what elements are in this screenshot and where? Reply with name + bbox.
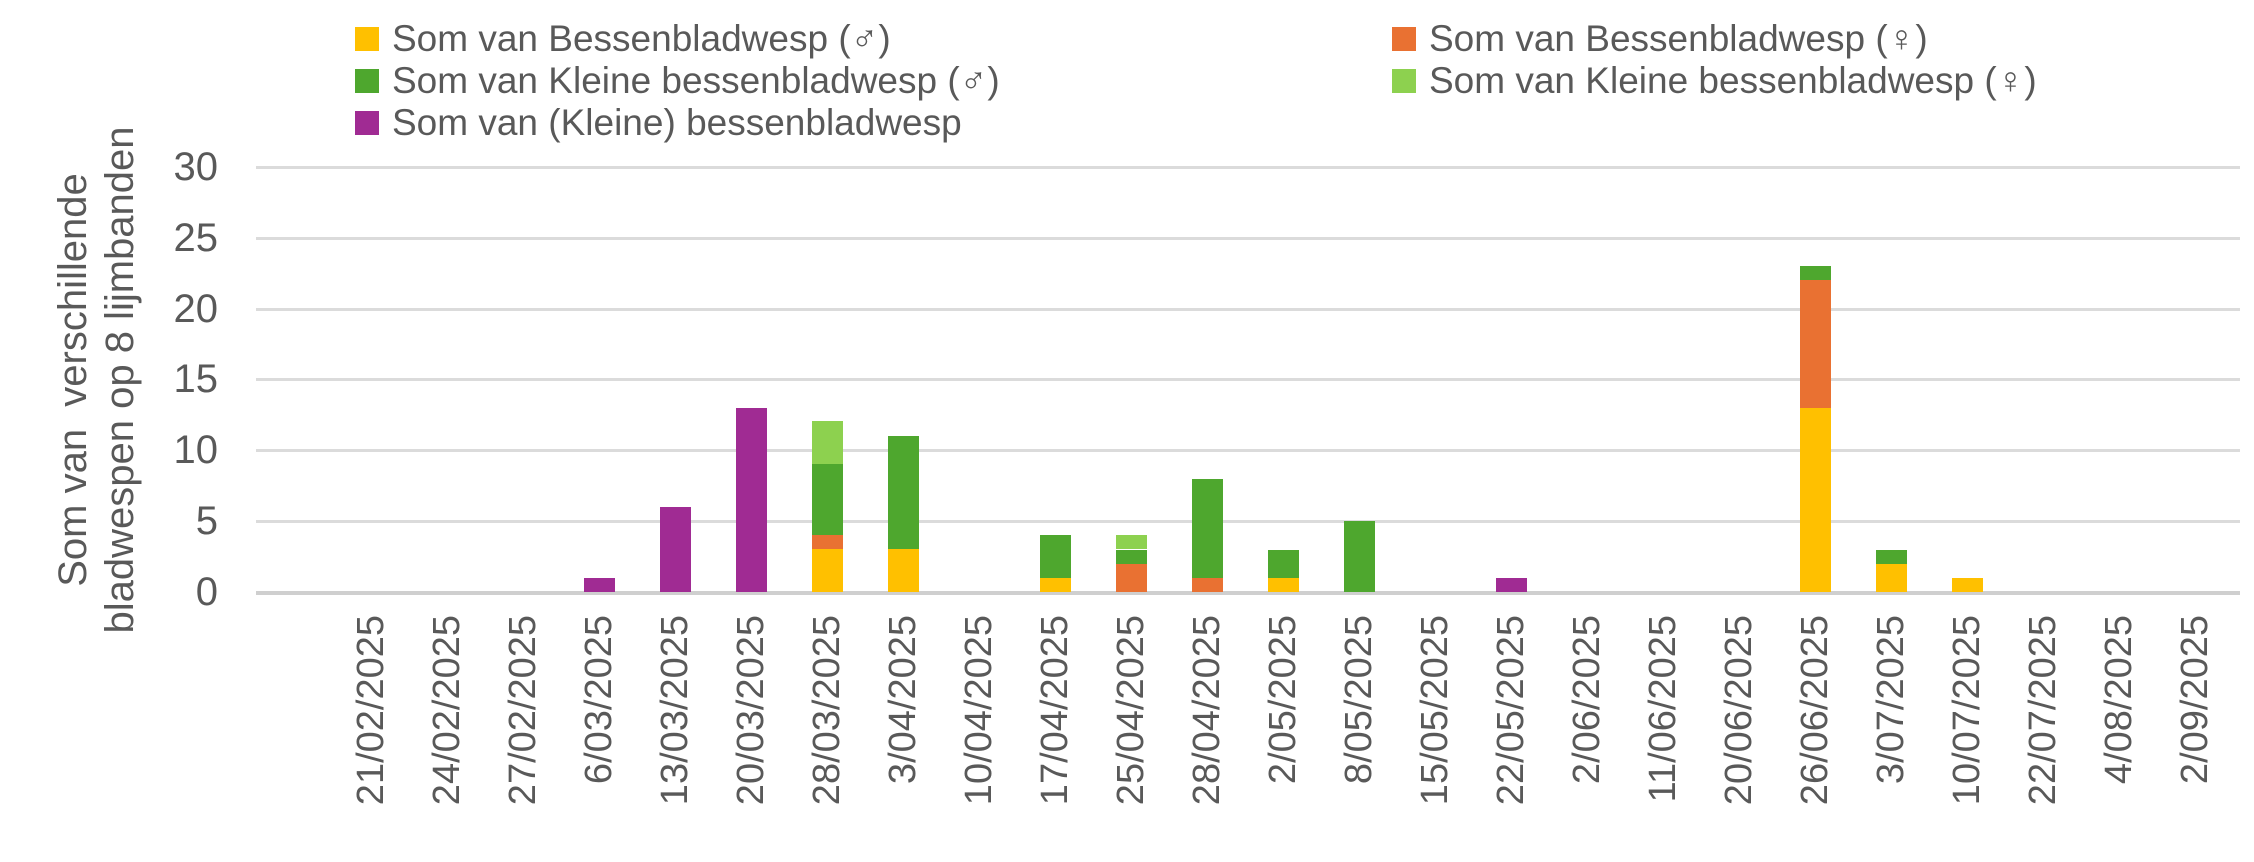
gridline-30 xyxy=(256,166,2240,169)
bar-segment-2-05-2025 xyxy=(1268,578,1299,592)
bar-segment-17-04-2025 xyxy=(1040,578,1071,592)
bar-segment-28-03-2025 xyxy=(812,535,843,549)
x-axis-label: 20/03/2025 xyxy=(730,615,772,806)
x-axis-label: 2/05/2025 xyxy=(1262,615,1304,785)
bar-segment-2-05-2025 xyxy=(1268,550,1299,578)
x-axis-label: 26/06/2025 xyxy=(1794,615,1836,806)
y-axis-tick-label: 15 xyxy=(173,357,219,401)
x-axis-label: 22/07/2025 xyxy=(2022,615,2064,806)
x-axis-label: 28/04/2025 xyxy=(1186,615,1228,806)
legend-label: Som van Kleine bessenbladwesp (♀) xyxy=(1429,60,2037,101)
x-axis-label: 10/07/2025 xyxy=(1946,615,1988,806)
legend-item-bessenbladwesp-male: Som van Bessenbladwesp (♂) xyxy=(355,18,891,60)
x-axis-label: 3/07/2025 xyxy=(1870,615,1912,785)
x-axis-label: 13/03/2025 xyxy=(654,615,696,806)
bar-segment-25-04-2025 xyxy=(1116,535,1147,549)
bar-segment-20-03-2025 xyxy=(736,408,767,592)
y-axis-tick-label: 10 xyxy=(173,428,219,472)
bar-segment-3-04-2025 xyxy=(888,549,919,592)
bar-segment-17-04-2025 xyxy=(1040,535,1071,578)
x-axis-label: 2/06/2025 xyxy=(1566,615,1608,785)
bar-segment-26-06-2025 xyxy=(1800,408,1831,592)
x-axis-label: 22/05/2025 xyxy=(1490,615,1532,806)
x-axis-label: 6/03/2025 xyxy=(578,615,620,785)
x-axis-label: 3/04/2025 xyxy=(882,615,924,785)
x-axis-label: 20/06/2025 xyxy=(1718,615,1760,806)
x-axis-label: 21/02/2025 xyxy=(350,615,392,806)
bar-segment-28-03-2025 xyxy=(812,549,843,592)
y-axis-tick-label: 5 xyxy=(195,499,218,543)
gridline-15 xyxy=(256,378,2240,381)
bar-segment-28-04-2025 xyxy=(1192,479,1223,578)
x-axis-label: 24/02/2025 xyxy=(426,615,468,806)
x-axis-label: 27/02/2025 xyxy=(502,615,544,806)
legend-label: Som van Bessenbladwesp (♀) xyxy=(1429,18,1928,59)
legend-swatch-yellow xyxy=(355,27,379,51)
bar-segment-26-06-2025 xyxy=(1800,280,1831,408)
bar-segment-25-04-2025 xyxy=(1116,564,1147,592)
bar-segment-25-04-2025 xyxy=(1116,550,1147,564)
bar-segment-8-05-2025 xyxy=(1344,521,1375,592)
x-axis-label: 17/04/2025 xyxy=(1034,615,1076,806)
legend-item-kleine-bessenbladwesp-sum: Som van (Kleine) bessenbladwesp xyxy=(355,102,962,144)
legend-label: Som van Kleine bessenbladwesp (♂) xyxy=(392,60,1000,101)
legend-label: Som van Bessenbladwesp (♂) xyxy=(392,18,891,59)
bar-segment-3-07-2025 xyxy=(1876,550,1907,564)
legend-swatch-purple xyxy=(355,111,379,135)
y-axis-tick-label: 25 xyxy=(173,216,219,260)
y-axis-tick-label: 0 xyxy=(195,570,218,614)
bar-segment-22-05-2025 xyxy=(1496,578,1527,592)
bar-segment-28-03-2025 xyxy=(812,421,843,464)
gridline-25 xyxy=(256,237,2240,240)
bar-segment-26-06-2025 xyxy=(1800,266,1831,280)
legend-label: Som van (Kleine) bessenbladwesp xyxy=(392,102,962,143)
bar-segment-3-04-2025 xyxy=(888,436,919,549)
legend-swatch-orange xyxy=(1392,27,1416,51)
legend-swatch-light-green xyxy=(1392,69,1416,93)
x-axis-label: 25/04/2025 xyxy=(1110,615,1152,806)
x-axis-label: 8/05/2025 xyxy=(1338,615,1380,785)
x-axis-label: 10/04/2025 xyxy=(958,615,1000,806)
x-axis-label: 4/08/2025 xyxy=(2098,615,2140,785)
legend-item-kleine-bessenbladwesp-male: Som van Kleine bessenbladwesp (♂) xyxy=(355,60,1000,102)
x-axis-label: 11/06/2025 xyxy=(1642,615,1684,803)
legend-item-bessenbladwesp-female: Som van Bessenbladwesp (♀) xyxy=(1392,18,1928,60)
y-axis-tick-label: 20 xyxy=(173,287,219,331)
bar-segment-28-04-2025 xyxy=(1192,578,1223,592)
gridline-10 xyxy=(256,449,2240,452)
x-axis-line xyxy=(256,591,2240,595)
y-axis-tick-label: 30 xyxy=(173,145,219,189)
bar-segment-6-03-2025 xyxy=(584,578,615,592)
bar-segment-10-07-2025 xyxy=(1952,578,1983,592)
x-axis-label: 15/05/2025 xyxy=(1414,615,1456,806)
bar-segment-3-07-2025 xyxy=(1876,564,1907,592)
bar-segment-13-03-2025 xyxy=(660,507,691,592)
gridline-5 xyxy=(256,520,2240,523)
legend-item-kleine-bessenbladwesp-female: Som van Kleine bessenbladwesp (♀) xyxy=(1392,60,2037,102)
gridline-20 xyxy=(256,308,2240,311)
y-axis-title-line1: Som van verschillende xyxy=(51,173,95,587)
x-axis-label: 2/09/2025 xyxy=(2174,615,2216,785)
legend-swatch-green xyxy=(355,69,379,93)
x-axis-label: 28/03/2025 xyxy=(806,615,848,806)
bar-segment-28-03-2025 xyxy=(812,464,843,535)
